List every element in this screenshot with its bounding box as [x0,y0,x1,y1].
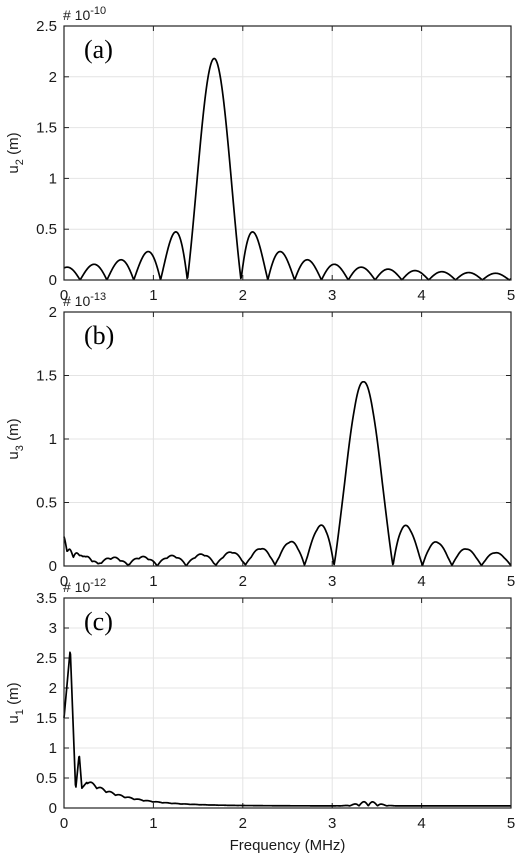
axes-frame [63,311,512,567]
x-tick-label: 4 [417,573,425,590]
x-tick-label: 0 [60,815,68,832]
y-tick-label: 1.5 [36,120,57,137]
y-axis-label-base: u [5,165,22,173]
axes-frame [63,25,512,281]
x-tick-label: 0 [60,287,68,304]
y-tick-label: 0 [49,558,57,575]
scale-prefix: # 10 [63,579,90,595]
y-axis-label-unit: (m) [5,682,22,709]
scale-exponent: -10 [90,5,106,17]
x-tick-label: 1 [149,287,157,304]
x-tick-label: 2 [239,815,247,832]
y-axis-label-sub: 2 [14,159,26,165]
data-series-line [63,651,512,807]
x-axis-label: Frequency (MHz) [230,837,346,854]
x-tick-label: 3 [328,815,336,832]
scale-exponent: -12 [90,577,106,589]
scale-prefix: # 10 [63,293,90,309]
x-tick-label: 1 [149,815,157,832]
data-series-line [63,57,512,281]
x-tick-label: 3 [328,287,336,304]
y-tick-label: 3.5 [36,590,57,607]
panel-label: (a) [84,35,113,64]
x-tick-label: 1 [149,573,157,590]
panel-label: (c) [84,607,113,636]
y-tick-label: 0.5 [36,770,57,787]
scale-exponent-label: # 10-10 [63,5,106,23]
y-tick-label: 1.5 [36,368,57,385]
y-axis-label-unit: (m) [5,132,22,159]
data-series-line [63,380,512,567]
chart-panel-3: 0 1 2 3 4 500.511.522.533.5# 10-12(c)u1 (m)Fr… [5,577,515,854]
y-tick-label: 0.5 [36,495,57,512]
y-tick-label: 1 [49,431,57,448]
y-tick-label: 2 [49,69,57,86]
y-tick-label: 2.5 [36,650,57,667]
y-axis-label: u1 (m) [5,682,26,723]
y-tick-label: 0.5 [36,221,57,238]
y-tick-label: 2 [49,304,57,321]
x-tick-label: 5 [507,287,515,304]
panel-label: (b) [84,321,114,350]
x-tick-label: 2 [239,573,247,590]
y-tick-label: 1 [49,740,57,757]
x-tick-label: 5 [507,573,515,590]
x-tick-label: 4 [417,287,425,304]
y-tick-label: 1.5 [36,710,57,727]
y-axis-label-base: u [5,451,22,459]
y-axis-label-unit: (m) [5,418,22,445]
chart-panel-2: 0 1 2 3 4 500.511.52# 10-13(b)u3 (m) [5,291,515,590]
y-tick-label: 2.5 [36,18,57,35]
y-axis-label: u3 (m) [5,418,26,459]
y-tick-label: 1 [49,170,57,187]
x-tick-label: 4 [417,815,425,832]
scale-exponent-label: # 10-13 [63,291,106,309]
y-axis-label: u2 (m) [5,132,26,173]
x-tick-label: 2 [239,287,247,304]
y-tick-label: 0 [49,800,57,817]
x-tick-label: 3 [328,573,336,590]
y-axis-label-sub: 3 [14,445,26,451]
scale-exponent-label: # 10-12 [63,577,106,595]
y-axis-label-sub: 1 [14,709,26,715]
x-tick-label: 5 [507,815,515,832]
axes-frame [63,597,512,809]
scale-prefix: # 10 [63,7,90,23]
scale-exponent: -13 [90,291,106,303]
y-axis-label-base: u [5,715,22,723]
y-tick-label: 0 [49,272,57,289]
x-tick-label: 0 [60,573,68,590]
y-tick-label: 3 [49,620,57,637]
chart-panel-1: 0 1 2 3 4 500.511.522.5# 10-10(a)u2 (m) [5,5,515,304]
y-tick-label: 2 [49,680,57,697]
